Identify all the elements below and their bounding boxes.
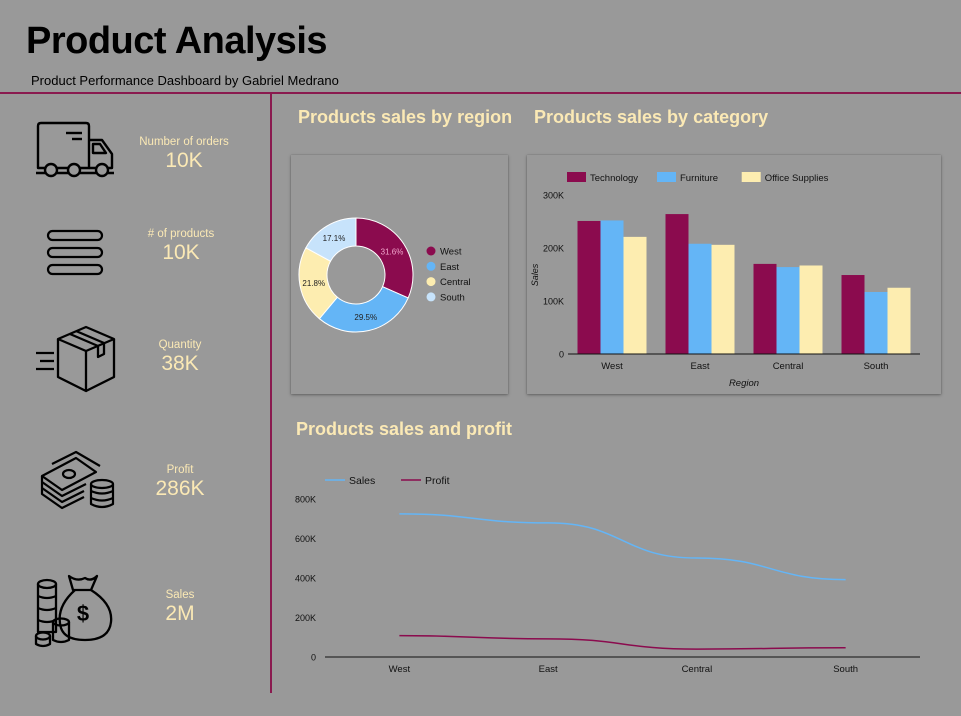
- legend-label-furniture: Furniture: [680, 173, 718, 184]
- series-line-profit: [399, 634, 846, 650]
- x-tick-label: Central: [773, 361, 804, 372]
- legend-label-south: South: [440, 292, 465, 303]
- y-tick-label: 400K: [295, 574, 316, 584]
- kpi-sales-label: Sales: [165, 589, 195, 601]
- legend-label-central: Central: [440, 277, 471, 288]
- list-lines-icon: [46, 229, 104, 276]
- donut-value-label: 31.6%: [381, 248, 404, 257]
- kpi-orders-label: Number of orders: [139, 136, 229, 148]
- bar-furniture-west: [600, 220, 624, 354]
- kpi-quantity-label: Quantity: [158, 339, 202, 351]
- legend-label-technology: Technology: [590, 173, 638, 184]
- legend-label-west: West: [440, 247, 462, 258]
- donut-slice-south: [305, 217, 357, 262]
- kpi-products: # of products 10K: [121, 228, 241, 265]
- series-line-sales: [399, 513, 846, 581]
- bar-technology-west: [577, 220, 601, 354]
- legend-swatch-west: [426, 246, 436, 256]
- header-divider: [0, 92, 961, 94]
- donut-value-label: 29.5%: [354, 313, 377, 322]
- donut-slice-west: [355, 217, 414, 299]
- y-tick-label: 0: [311, 653, 316, 663]
- legend-label-east: East: [440, 262, 459, 273]
- kpi-sales-value: 2M: [165, 602, 195, 625]
- x-tick-label: West: [601, 361, 623, 372]
- x-tick-label: East: [690, 361, 709, 372]
- donut-slice-east: [318, 286, 409, 333]
- kpi-profit-value: 286K: [155, 477, 205, 500]
- bar-office-supplies-west: [623, 236, 647, 354]
- donut-value-label: 21.8%: [302, 279, 325, 288]
- kpi-sales: Sales 2M: [120, 589, 240, 626]
- y-tick-label: 200K: [543, 244, 564, 254]
- cash-stack-icon: [40, 450, 115, 510]
- page-title: Product Analysis: [26, 20, 328, 62]
- delivery-truck-icon: [36, 121, 114, 178]
- sidebar-divider: [270, 93, 272, 693]
- package-box-icon: [36, 325, 116, 393]
- legend-swatch-east: [426, 261, 436, 271]
- y-tick-label: 300K: [543, 191, 564, 201]
- region-donut-chart: 31.6% 29.5% 21.8% 17.1% West East Central South: [298, 217, 471, 333]
- x-tick-label: South: [833, 664, 858, 675]
- y-tick-label: 0: [559, 350, 564, 360]
- bar-office-supplies-south: [887, 287, 911, 354]
- bar-furniture-central: [776, 267, 800, 354]
- legend-swatch-office-supplies: [741, 172, 761, 182]
- kpi-orders: Number of orders 10K: [124, 136, 244, 173]
- bar-technology-south: [841, 275, 865, 354]
- y-axis-title: Sales: [530, 263, 540, 286]
- bar-technology-central: [753, 263, 777, 354]
- legend-swatch-furniture: [657, 172, 676, 182]
- legend-swatch-south: [426, 292, 436, 302]
- legend-swatch-central: [426, 277, 436, 287]
- kpi-products-value: 10K: [162, 241, 200, 264]
- x-tick-label: East: [539, 664, 558, 675]
- sales-profit-line-chart: Sales Profit 0 200K 400K 600K 800K West East Cent…: [295, 475, 920, 675]
- bar-furniture-south: [864, 291, 888, 354]
- bar-office-supplies-central: [799, 265, 823, 354]
- kpi-quantity: Quantity 38K: [120, 339, 240, 376]
- kpi-profit-label: Profit: [166, 464, 194, 476]
- bar-office-supplies-east: [711, 244, 735, 354]
- legend-label-sales: Sales: [349, 475, 375, 487]
- svg-text:$: $: [77, 601, 89, 626]
- kpi-products-label: # of products: [147, 228, 215, 240]
- bar-technology-east: [665, 214, 689, 354]
- category-chart-title: Products sales by category: [534, 107, 769, 127]
- legend-label-profit: Profit: [425, 475, 450, 487]
- category-bar-chart: Technology Furniture Office Supplies 0 100K 2…: [530, 172, 920, 389]
- donut-value-label: 17.1%: [323, 234, 346, 243]
- y-tick-label: 100K: [543, 297, 564, 307]
- kpi-profit: Profit 286K: [120, 464, 240, 501]
- legend-swatch-technology: [567, 172, 586, 182]
- money-bag-icon: $: [34, 574, 113, 648]
- y-tick-label: 600K: [295, 534, 316, 544]
- region-chart-card: 31.6% 29.5% 21.8% 17.1% West East Central South: [291, 155, 508, 394]
- y-tick-label: 800K: [295, 495, 316, 505]
- x-tick-label: South: [864, 361, 889, 372]
- bar-furniture-east: [688, 243, 712, 354]
- category-chart-card: Technology Furniture Office Supplies 0 100K 2…: [527, 155, 941, 394]
- kpi-orders-value: 10K: [165, 149, 203, 172]
- x-axis-title: Region: [729, 378, 759, 389]
- x-tick-label: Central: [682, 664, 713, 675]
- y-tick-label: 200K: [295, 613, 316, 623]
- profit-chart-title: Products sales and profit: [296, 419, 513, 439]
- legend-label-office-supplies: Office Supplies: [765, 173, 829, 184]
- region-chart-title: Products sales by region: [298, 107, 513, 127]
- kpi-quantity-value: 38K: [161, 352, 199, 375]
- x-tick-label: West: [389, 664, 411, 675]
- page-subtitle: Product Performance Dashboard by Gabriel…: [31, 73, 339, 88]
